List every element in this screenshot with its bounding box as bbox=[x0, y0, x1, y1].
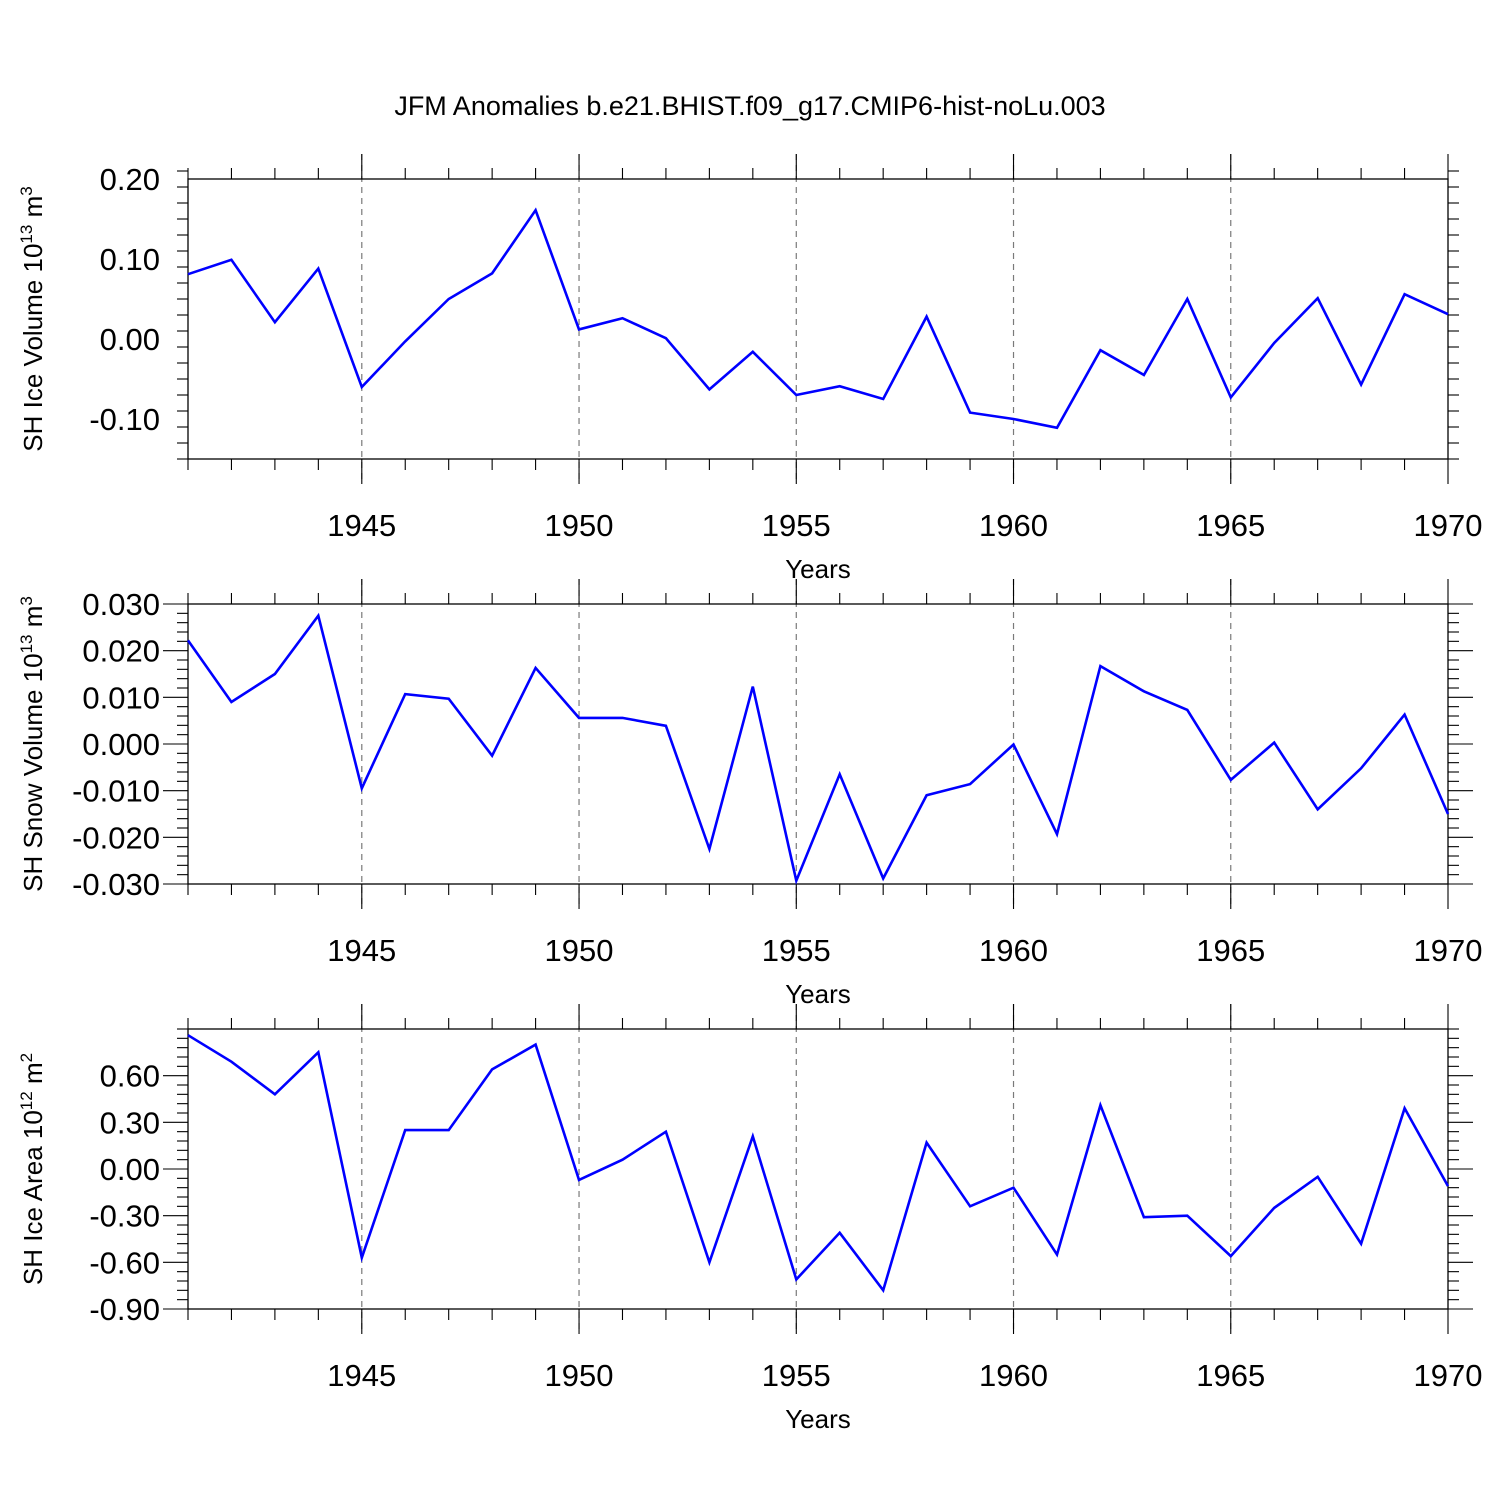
y-tick-label: -0.020 bbox=[72, 820, 160, 855]
y-tick-label: 0.020 bbox=[82, 634, 160, 669]
x-tick-label: 1965 bbox=[1196, 1358, 1265, 1393]
x-axis-label: Years bbox=[785, 979, 851, 1009]
x-tick-label: 1945 bbox=[327, 1358, 396, 1393]
y-axis-label: SH Ice Area 1012 m2 bbox=[17, 1053, 48, 1285]
y-tick-label: 0.30 bbox=[100, 1105, 160, 1140]
panel-ice-area: -0.90 -0.60 -0.30 0.00 0.30 0.60 1945 1950 1955 1… bbox=[17, 1004, 1482, 1434]
x-tick-label: 1950 bbox=[545, 508, 614, 543]
plot-frame bbox=[187, 178, 1449, 460]
y-tick-label: 0.00 bbox=[100, 1152, 160, 1187]
y-tick-label: 0.00 bbox=[100, 322, 160, 357]
y-axis-label: SH Snow Volume 1013 m3 bbox=[17, 596, 48, 892]
y-tick-label: 0.60 bbox=[100, 1059, 160, 1094]
plot-frame bbox=[187, 1028, 1449, 1310]
x-tick-label: 1960 bbox=[979, 1358, 1048, 1393]
x-tick-label: 1950 bbox=[545, 933, 614, 968]
x-tick-label: 1955 bbox=[762, 508, 831, 543]
plot-frame bbox=[187, 603, 1449, 885]
x-tick-label: 1945 bbox=[327, 508, 396, 543]
series-line bbox=[186, 612, 1450, 886]
x-tick-label: 1970 bbox=[1414, 1358, 1483, 1393]
y-tick-label: -0.90 bbox=[89, 1292, 160, 1327]
panel-snow-volume: -0.030 -0.020 -0.010 0.000 0.010 0.020 0.030 19… bbox=[17, 579, 1482, 1009]
y-tick-label: 0.10 bbox=[100, 242, 160, 277]
x-tick-label: 1960 bbox=[979, 933, 1048, 968]
x-axis-label: Years bbox=[785, 554, 851, 584]
x-tick-label: 1965 bbox=[1196, 933, 1265, 968]
x-tick-label: 1945 bbox=[327, 933, 396, 968]
y-tick-label: 0.000 bbox=[82, 727, 160, 762]
x-axis-label: Years bbox=[785, 1404, 851, 1434]
y-tick-label: -0.60 bbox=[89, 1245, 160, 1280]
y-tick-label: 0.010 bbox=[82, 680, 160, 715]
x-tick-label: 1955 bbox=[762, 1358, 831, 1393]
y-tick-label: 0.030 bbox=[82, 587, 160, 622]
x-tick-label: 1970 bbox=[1414, 933, 1483, 968]
series-line bbox=[187, 207, 1449, 430]
y-tick-label: -0.30 bbox=[89, 1199, 160, 1234]
y-tick-label: -0.10 bbox=[89, 402, 160, 437]
y-tick-label: -0.010 bbox=[72, 774, 160, 809]
panel-ice-volume: -0.10 0.00 0.10 0.20 1945 1950 1955 1960 1965 197… bbox=[17, 154, 1482, 584]
x-tick-label: 1950 bbox=[545, 1358, 614, 1393]
x-tick-label: 1955 bbox=[762, 933, 831, 968]
x-tick-label: 1965 bbox=[1196, 508, 1265, 543]
chart-title: JFM Anomalies b.e21.BHIST.f09_g17.CMIP6-… bbox=[394, 91, 1105, 121]
x-tick-label: 1970 bbox=[1414, 508, 1483, 543]
y-axis-label: SH Ice Volume 1013 m3 bbox=[17, 186, 48, 451]
y-tick-label: 0.20 bbox=[100, 162, 160, 197]
series-line bbox=[187, 1034, 1450, 1294]
y-tick-label: -0.030 bbox=[72, 867, 160, 902]
x-tick-label: 1960 bbox=[979, 508, 1048, 543]
chart-panels: -0.10 0.00 0.10 0.20 1945 1950 1955 1960 1965 197… bbox=[17, 154, 1482, 1434]
